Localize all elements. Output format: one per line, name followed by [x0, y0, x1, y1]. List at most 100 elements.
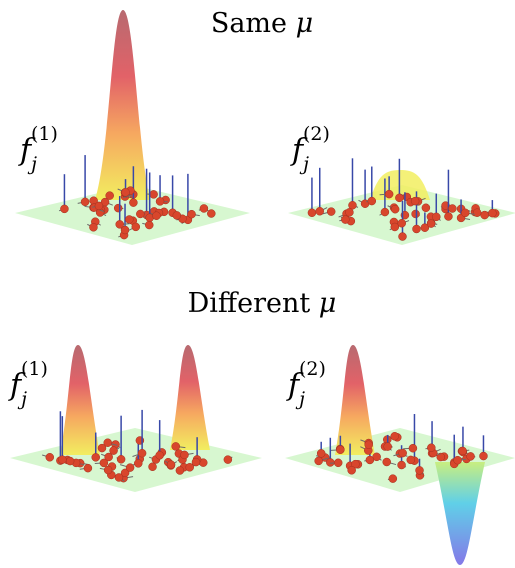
- node: [366, 456, 374, 464]
- node: [345, 208, 353, 216]
- node: [126, 464, 134, 472]
- node: [432, 213, 440, 221]
- node: [100, 459, 108, 467]
- node: [473, 209, 481, 217]
- node: [132, 223, 140, 231]
- node: [149, 463, 157, 471]
- node: [316, 207, 324, 215]
- node: [136, 210, 144, 218]
- node: [129, 199, 137, 207]
- node: [167, 461, 175, 469]
- node: [114, 204, 122, 212]
- node: [381, 208, 389, 216]
- node: [422, 204, 430, 212]
- node: [409, 444, 417, 452]
- node: [365, 441, 373, 449]
- node: [407, 456, 415, 464]
- node: [398, 233, 406, 241]
- label-sup: (1): [21, 358, 48, 380]
- node: [341, 216, 349, 224]
- node: [467, 452, 475, 460]
- node: [383, 458, 391, 466]
- node: [95, 202, 103, 210]
- node: [81, 198, 89, 206]
- panel-label: fj(1): [8, 358, 48, 410]
- page: Same μ Different μ fj(1)fj(2)fj(1)fj(2) …: [0, 0, 515, 568]
- node: [138, 449, 146, 457]
- node: [317, 449, 325, 457]
- node: [416, 466, 424, 474]
- panel-label: fj(1): [18, 123, 58, 175]
- node: [173, 211, 181, 219]
- node: [326, 458, 334, 466]
- node: [188, 210, 196, 218]
- node: [106, 192, 114, 200]
- section-title: Same μ: [211, 8, 313, 39]
- node: [454, 456, 462, 464]
- node: [58, 456, 66, 464]
- node: [334, 459, 342, 467]
- section-title: Different μ: [188, 288, 337, 319]
- node: [368, 197, 376, 205]
- node: [348, 466, 356, 474]
- label-sup: (2): [299, 358, 326, 380]
- node: [412, 225, 420, 233]
- node: [176, 467, 184, 475]
- node: [89, 223, 97, 231]
- node: [384, 443, 392, 451]
- node: [192, 458, 200, 466]
- node: [156, 197, 164, 205]
- node: [348, 201, 356, 209]
- node: [134, 459, 142, 467]
- node: [115, 473, 123, 481]
- node: [479, 452, 487, 460]
- node: [398, 461, 406, 469]
- node: [385, 190, 393, 198]
- node: [150, 190, 158, 198]
- node: [461, 209, 469, 217]
- node: [398, 219, 406, 227]
- node: [399, 449, 407, 457]
- node: [336, 446, 344, 454]
- node: [66, 457, 74, 465]
- node: [412, 210, 420, 218]
- node: [180, 451, 188, 459]
- node: [411, 197, 419, 205]
- surface-peak: [60, 345, 100, 455]
- node: [84, 464, 92, 472]
- node: [172, 442, 180, 450]
- node: [46, 453, 54, 461]
- node: [395, 194, 403, 202]
- node: [200, 204, 208, 212]
- node: [104, 466, 112, 474]
- node: [116, 220, 124, 228]
- node: [327, 208, 335, 216]
- label-sup: (1): [31, 123, 58, 145]
- node: [92, 453, 100, 461]
- surface-peak: [170, 345, 210, 450]
- node: [427, 220, 435, 228]
- surface-peak: [95, 10, 150, 200]
- node: [448, 205, 456, 213]
- node: [117, 455, 125, 463]
- node: [60, 205, 68, 213]
- node: [444, 212, 452, 220]
- node: [391, 205, 399, 213]
- node: [308, 209, 316, 217]
- node: [459, 447, 467, 455]
- node: [427, 444, 435, 452]
- node: [488, 209, 496, 217]
- node: [145, 221, 153, 229]
- node: [315, 457, 323, 465]
- node: [481, 211, 489, 219]
- node: [98, 444, 106, 452]
- node: [156, 451, 164, 459]
- node: [391, 432, 399, 440]
- label-sup: (2): [303, 123, 330, 145]
- node: [389, 475, 397, 483]
- node: [391, 223, 399, 231]
- surface-dip: [435, 462, 485, 565]
- node: [122, 188, 130, 196]
- panel-label: fj(2): [286, 358, 326, 410]
- node: [110, 447, 118, 455]
